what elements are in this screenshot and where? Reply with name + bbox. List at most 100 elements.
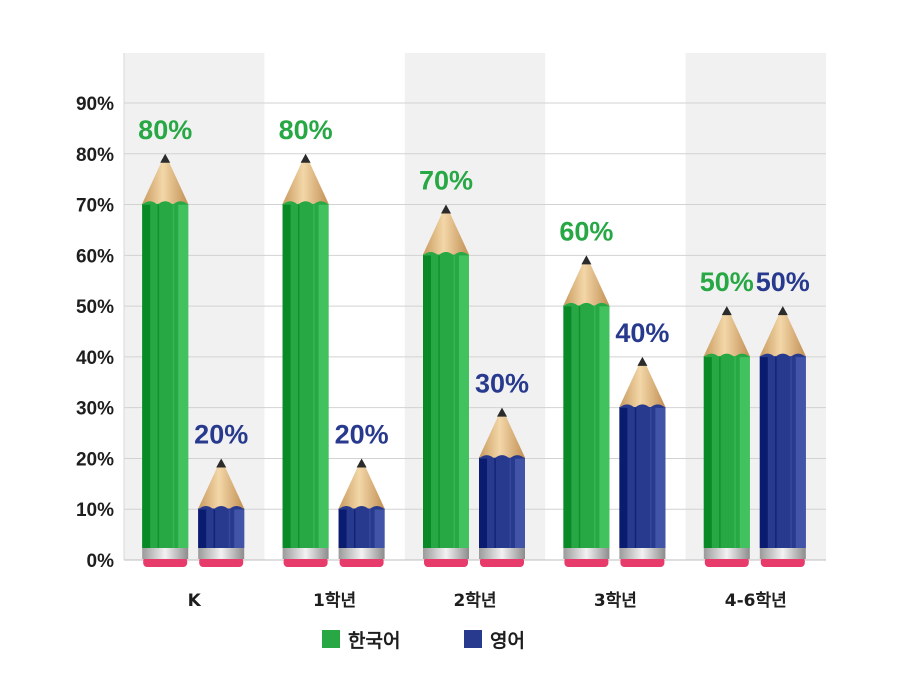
legend-swatch (322, 630, 340, 648)
y-tick-label: 90% (76, 94, 114, 115)
pencil-paint-edge (198, 505, 245, 510)
pencil-ferrule (282, 548, 329, 559)
pencil-ferrule (563, 548, 610, 559)
pencil-eraser (424, 557, 468, 567)
pencil-bar: 20% (194, 419, 248, 567)
pencil-lead (300, 153, 311, 163)
pencil-shade-right (459, 254, 469, 549)
pencil-shade-left (563, 305, 572, 548)
legend-item: 영어 (464, 630, 525, 652)
pencil-shade-right (655, 406, 666, 548)
x-axis: K 1학년 2학년 3학년 4-6학년 (188, 591, 787, 611)
value-label: 40% (615, 318, 669, 348)
pencil-shade-right (795, 356, 806, 548)
legend-label: 영어 (490, 630, 525, 652)
pencil-eraser (760, 557, 805, 567)
pencil-wood (619, 356, 666, 407)
y-tick-label: 10% (76, 500, 114, 521)
pencil-bar: 50% (700, 267, 754, 567)
pencil-lead (721, 306, 732, 316)
x-tick-label: 1학년 (313, 591, 356, 611)
pencil-ferrule (142, 548, 189, 559)
value-label: 60% (559, 216, 613, 246)
x-tick-label: 4-6학년 (725, 591, 787, 611)
pencil-ferrule (423, 548, 469, 559)
y-axis: 0% 10% 20% 30% 40% 50% 60% 70% 80% 90% (76, 53, 125, 572)
pencil-bar: 20% (335, 419, 389, 567)
pencil-eraser (199, 557, 244, 567)
pencil-bar: 80% (138, 115, 192, 567)
pencil-wood (338, 458, 385, 509)
x-tick-label: 3학년 (594, 591, 637, 611)
y-tick-label: 70% (76, 196, 114, 217)
pencil-bar: 30% (475, 369, 529, 567)
pencil-lead (356, 458, 367, 468)
pencil-bar: 60% (559, 216, 613, 567)
pencil-shade-left (619, 406, 628, 548)
pencil-eraser (620, 557, 665, 567)
y-tick-label: 0% (87, 551, 115, 572)
pencil-ferrule (759, 548, 806, 559)
pencil-shade-left (142, 203, 151, 548)
value-label: 70% (419, 166, 473, 196)
pencil-paint-edge (479, 455, 525, 459)
pencil-paint-edge (759, 353, 806, 358)
x-tick-label: 2학년 (453, 591, 496, 611)
pencil-shade-right (739, 356, 750, 548)
pencil-bar: 80% (279, 115, 333, 567)
pencil-wood (142, 153, 189, 204)
pencil-shade-left (759, 356, 768, 548)
value-label: 80% (138, 115, 192, 145)
pencil-ferrule (479, 548, 525, 559)
pencil-wood (282, 153, 329, 204)
pencil-paint-edge (703, 353, 750, 358)
pencil-ferrule (198, 548, 245, 559)
value-label: 50% (756, 267, 810, 297)
pencil-eraser (283, 557, 328, 567)
legend-swatch (464, 630, 482, 648)
pencil-paint-edge (619, 404, 666, 408)
pencil-shade-right (234, 508, 245, 548)
pencil-paint-edge (282, 201, 329, 205)
pencil-wood (703, 306, 750, 357)
pencil-eraser (339, 557, 384, 567)
pencil-lead (637, 356, 648, 366)
pencil-paint-edge (142, 201, 189, 205)
legend-label: 한국어 (348, 630, 400, 652)
pencil-lead (441, 204, 451, 214)
x-tick-label: K (188, 591, 202, 611)
value-label: 20% (335, 419, 389, 449)
pencil-lead (581, 255, 592, 265)
y-tick-label: 60% (76, 246, 114, 267)
pencil-bars: 80% 20% 80% 20% 70% 30% 60% 40% 50% 50% (138, 115, 810, 567)
pencil-lead (160, 153, 171, 163)
value-label: 80% (279, 115, 333, 145)
pencil-lead (777, 306, 788, 316)
pencil-paint-edge (338, 505, 385, 510)
pencil-ferrule (338, 548, 385, 559)
pencil-shade-right (374, 508, 385, 548)
pencil-bar: 70% (419, 166, 473, 567)
pencil-paint-edge (563, 302, 610, 307)
pencil-wood (479, 407, 525, 458)
value-label: 30% (475, 369, 529, 399)
pencil-ferrule (703, 548, 750, 559)
pencil-eraser (143, 557, 188, 567)
legend-item: 한국어 (322, 630, 400, 652)
pencil-shade-left (479, 457, 487, 548)
y-tick-label: 40% (76, 348, 114, 369)
pencil-bar: 40% (615, 318, 669, 567)
pencil-eraser (480, 557, 524, 567)
y-tick-label: 50% (76, 297, 114, 318)
pencil-shade-right (318, 203, 329, 548)
pencil-shade-left (703, 356, 712, 548)
pencil-bar: 50% (756, 267, 810, 567)
pencil-paint-edge (423, 252, 469, 256)
pencil-shade-right (515, 457, 525, 548)
legend: 한국어 영어 (322, 630, 525, 652)
pencil-wood (563, 255, 610, 306)
pencil-wood (198, 458, 245, 509)
y-tick-label: 80% (76, 145, 114, 166)
value-label: 50% (700, 267, 754, 297)
